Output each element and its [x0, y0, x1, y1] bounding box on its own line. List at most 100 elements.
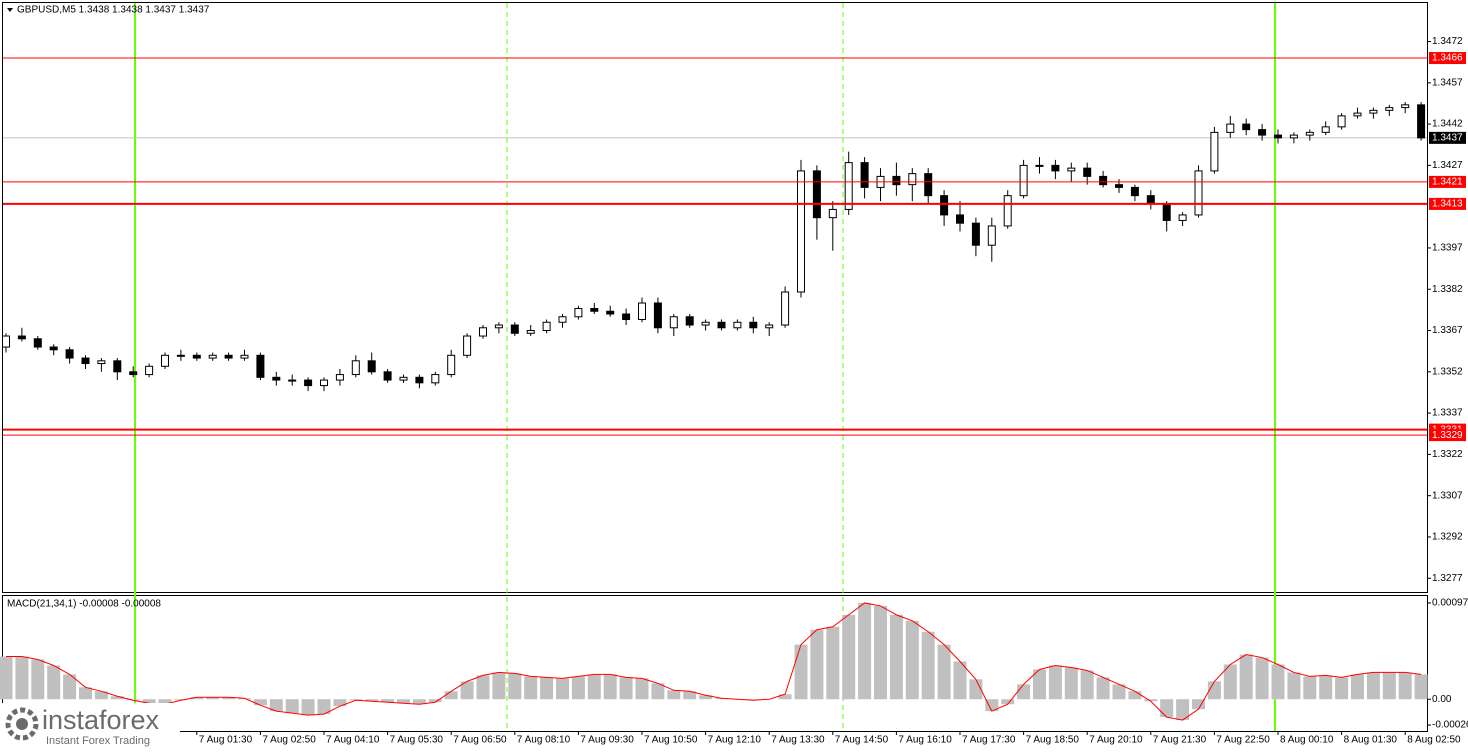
macd-bar — [1017, 684, 1031, 700]
candle-body — [733, 321, 742, 329]
candle-body — [638, 302, 646, 321]
macd-bar — [810, 629, 824, 700]
macd-bar — [142, 699, 156, 704]
candle-body — [97, 360, 106, 365]
candle-body — [1289, 134, 1298, 139]
macd-bar — [31, 659, 45, 700]
macd-bar — [874, 605, 887, 700]
macd-bar — [15, 656, 29, 700]
candle-body — [288, 379, 297, 382]
candle-body — [383, 371, 392, 381]
signal-line — [6, 602, 1422, 721]
candle-body — [812, 170, 821, 219]
x-tick-label: 7 Aug 01:30 — [199, 735, 253, 746]
candle-body — [367, 360, 376, 373]
candle-body — [113, 360, 122, 373]
chart-header: GBPUSD,M5 1.3438 1.3438 1.3437 1.3437 — [17, 5, 210, 16]
macd-bar — [1351, 674, 1364, 700]
candle-body — [431, 374, 440, 384]
candle-body — [1130, 186, 1139, 197]
y-tick-label: 1.3382 — [1432, 284, 1463, 295]
candle-body — [1369, 109, 1378, 114]
x-tick-label: 7 Aug 17:30 — [962, 735, 1016, 746]
x-tick-label: 7 Aug 22:50 — [1216, 735, 1270, 746]
level-label: 1.3329 — [1432, 430, 1463, 441]
macd-bar — [110, 696, 124, 700]
macd-bar — [1255, 657, 1269, 700]
y-tick-label: 1.3337 — [1432, 408, 1463, 419]
candle-body — [399, 376, 408, 381]
candle-body — [622, 313, 631, 321]
x-tick-label: 8 Aug 02:50 — [1407, 735, 1461, 746]
candle-body — [924, 173, 933, 197]
x-tick-label: 7 Aug 13:30 — [771, 735, 825, 746]
macd-bar — [365, 699, 379, 702]
y-tick-label: 1.3397 — [1432, 243, 1463, 254]
macd-bar — [94, 691, 108, 700]
candle-body — [145, 365, 154, 376]
candle-body — [717, 321, 726, 329]
y-tick-label: 1.3427 — [1432, 160, 1463, 171]
y-tick-label: 1.3367 — [1432, 325, 1463, 336]
candle-body — [272, 376, 281, 381]
y-tick-label: 1.3472 — [1432, 36, 1463, 47]
macd-bar — [1319, 675, 1333, 700]
macd-bar — [842, 614, 856, 700]
y-tick-label: 1.3457 — [1432, 77, 1463, 88]
candle-body — [1385, 107, 1394, 111]
candle-body — [892, 175, 901, 186]
macd-bar — [158, 699, 172, 705]
macd-bar — [1414, 674, 1428, 700]
macd-bar — [905, 620, 919, 700]
candle-body — [2, 335, 10, 348]
macd-bar — [826, 626, 840, 700]
macd-bar — [619, 677, 633, 700]
indicator-tick-label: 0.00 — [1432, 694, 1452, 705]
macd-bar — [587, 674, 601, 700]
candle-body — [208, 354, 217, 359]
macd-bar — [953, 661, 967, 700]
candle-body — [33, 338, 42, 348]
candle-body — [161, 354, 169, 367]
candle-body — [1401, 104, 1410, 109]
menu-arrow — [7, 8, 13, 12]
macd-bar — [1287, 672, 1301, 700]
macd-bar — [1144, 699, 1158, 702]
level-label: 1.3466 — [1432, 53, 1463, 64]
candle-body — [192, 354, 201, 359]
x-tick-label: 7 Aug 05:30 — [390, 735, 444, 746]
macd-bar — [476, 675, 490, 700]
macd-bar — [508, 673, 522, 700]
candle-body — [494, 324, 503, 329]
macd-bar — [206, 697, 220, 700]
candle-body — [1242, 123, 1251, 131]
macd-bar — [412, 699, 426, 705]
watermark-tagline: Instant Forex Trading — [46, 735, 150, 747]
macd-bar — [1001, 699, 1015, 705]
x-tick-label: 7 Aug 08:10 — [517, 735, 571, 746]
candle-body — [765, 324, 774, 329]
candle-body — [669, 316, 678, 329]
candle-body — [49, 346, 58, 351]
candle-body — [940, 195, 949, 216]
macd-bar — [969, 679, 983, 700]
indicator-title: MACD(21,34,1) -0.00008 -0.00008 — [7, 599, 161, 610]
level-label-box — [1429, 52, 1466, 65]
y-tick-label: 1.3442 — [1432, 119, 1463, 130]
indicator-panel — [2, 595, 1428, 732]
watermark-icon — [16, 718, 28, 730]
macd-bar — [1112, 684, 1126, 700]
macd-bar — [317, 699, 331, 715]
macd-bar — [524, 676, 538, 700]
x-tick-label: 7 Aug 21:30 — [1153, 735, 1207, 746]
x-tick-label: 8 Aug 00:10 — [1280, 735, 1334, 746]
candle-body — [1035, 164, 1044, 167]
candle-body — [1051, 164, 1060, 172]
candle-body — [701, 321, 710, 326]
candle-body — [1417, 104, 1426, 139]
macd-bar — [428, 699, 442, 703]
current-price-label: 1.3437 — [1432, 133, 1463, 144]
candle-body — [653, 302, 662, 329]
macd-bar — [1176, 699, 1190, 721]
